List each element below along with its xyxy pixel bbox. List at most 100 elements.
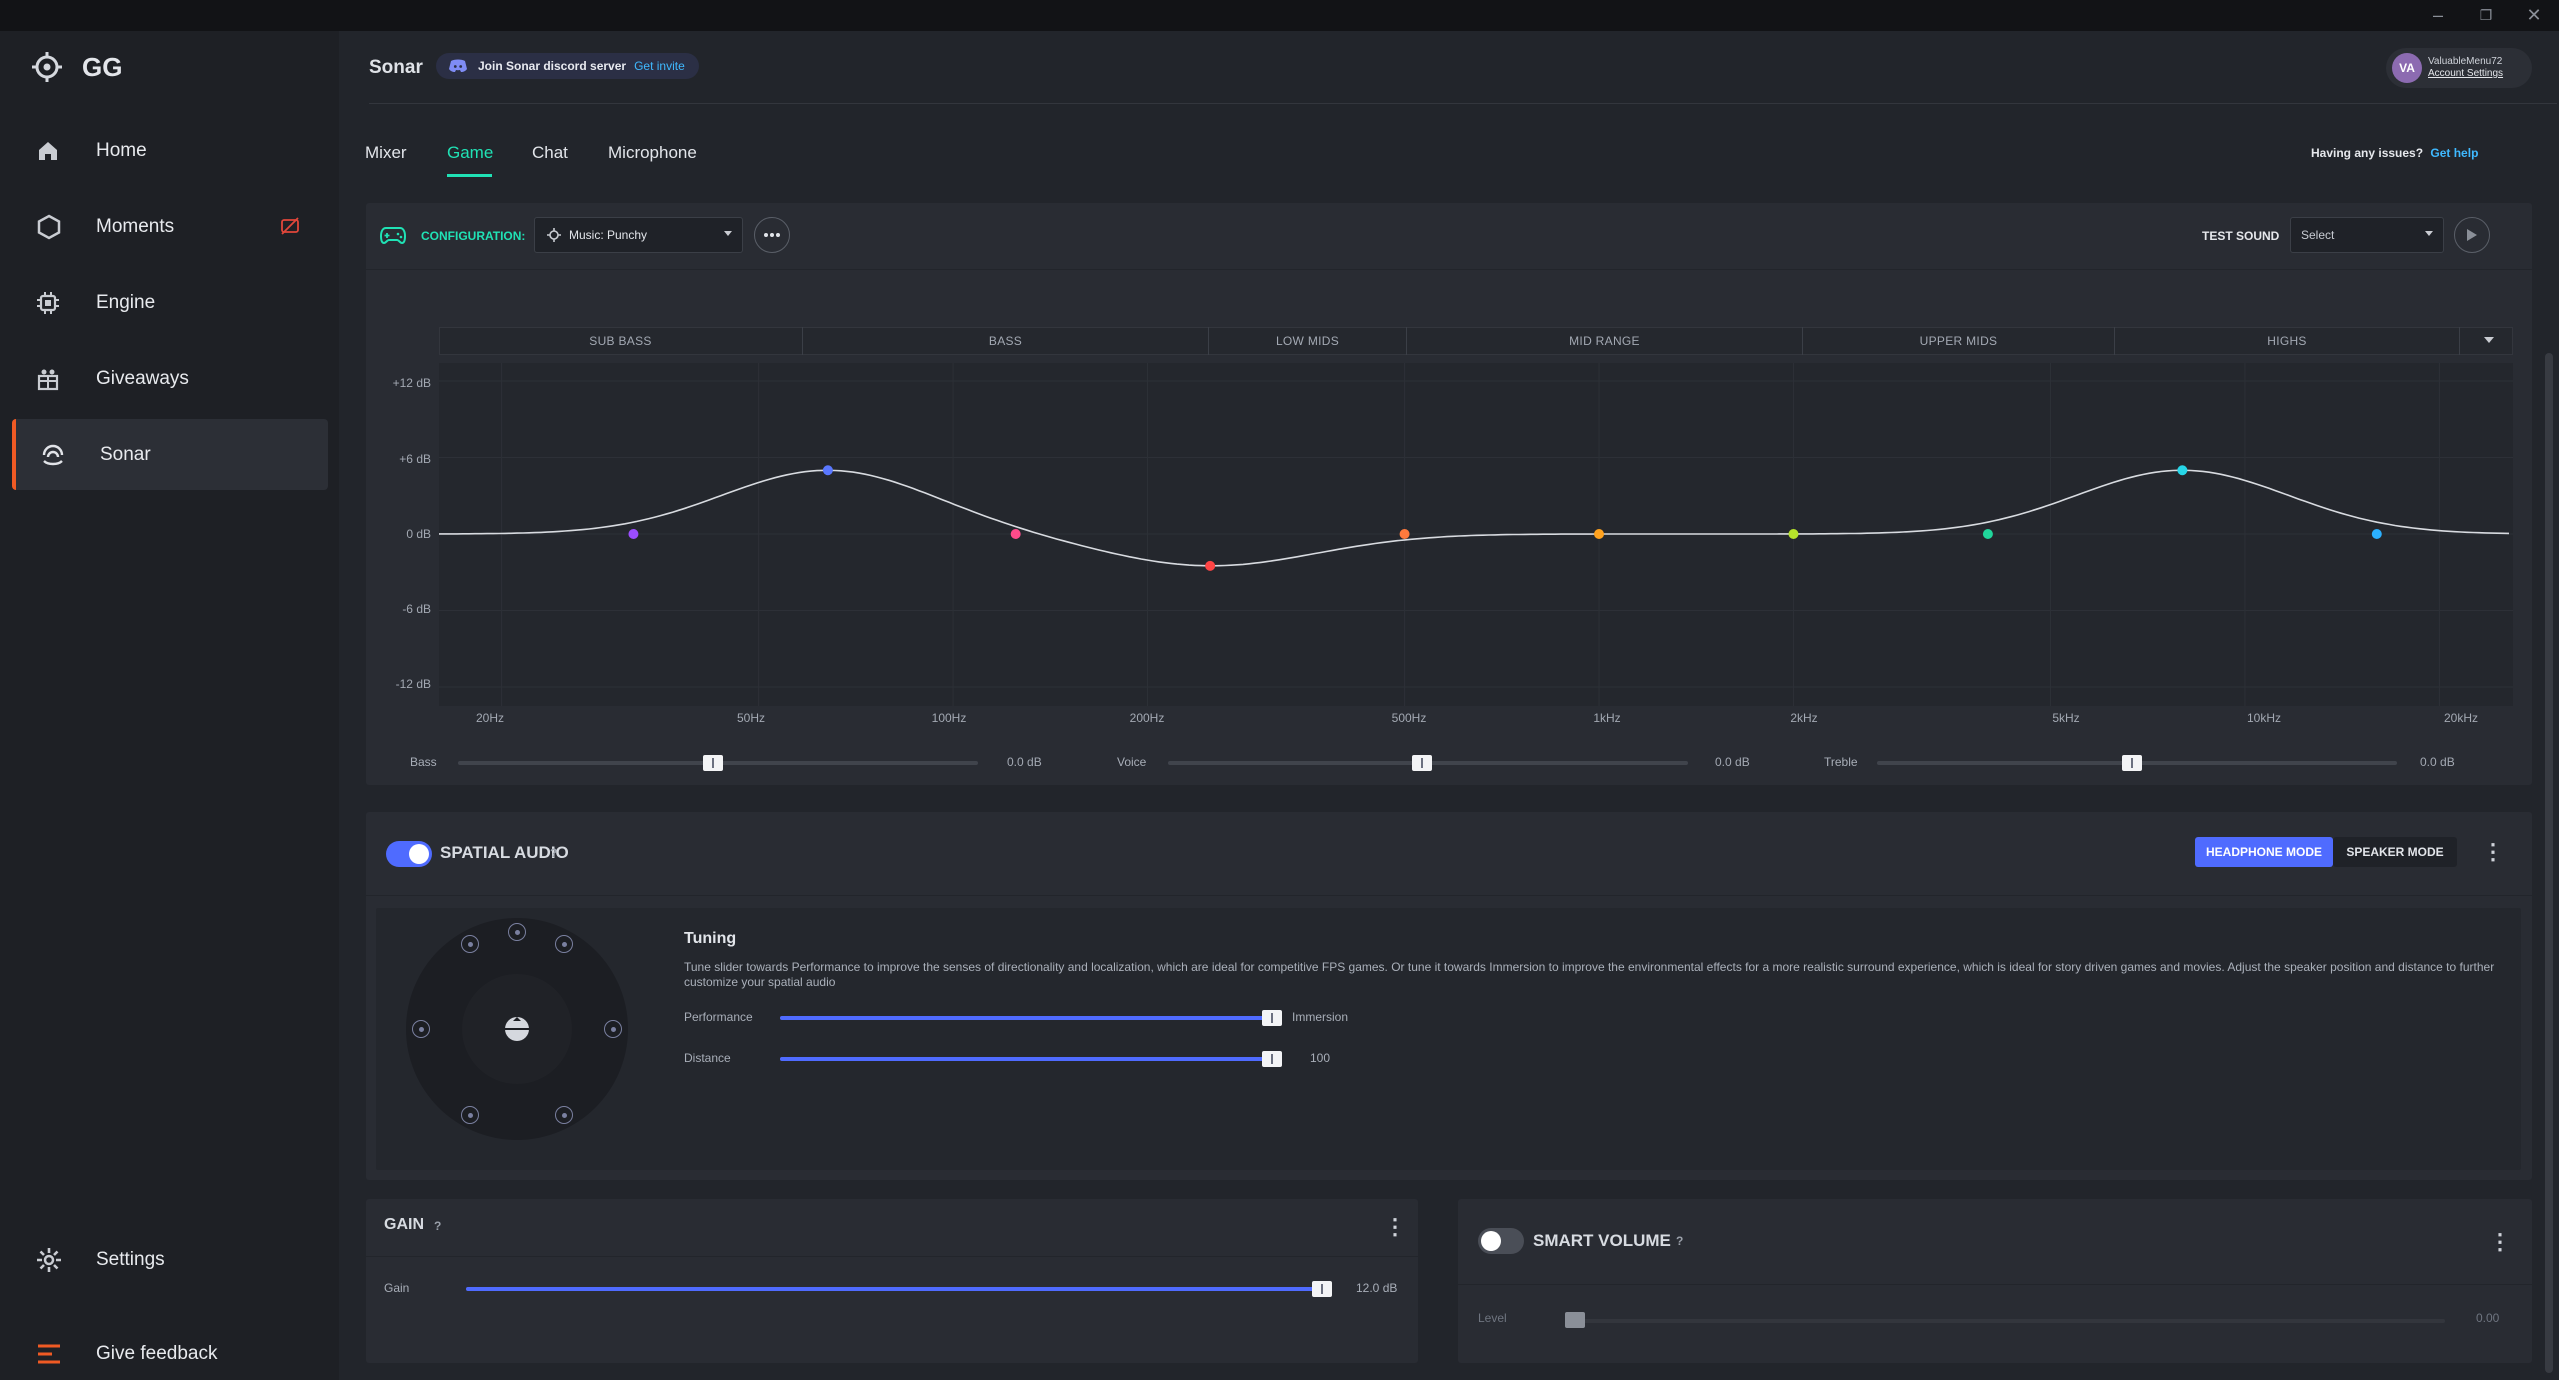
distance-value: 100 xyxy=(1310,1051,1331,1065)
speaker-front-left[interactable] xyxy=(461,935,479,953)
band-collapse-icon[interactable] xyxy=(2484,337,2494,343)
scrollbar-thumb[interactable] xyxy=(2545,353,2553,1373)
treble-slider-thumb[interactable] xyxy=(2122,755,2142,771)
gain-help-icon[interactable]: ? xyxy=(434,1219,442,1233)
smart-volume-menu-button[interactable]: ⋮ xyxy=(2489,1229,2511,1254)
eq-band-handle[interactable] xyxy=(1205,560,1216,571)
discord-banner[interactable]: Join Sonar discord server Get invite xyxy=(436,53,699,79)
give-feedback-button[interactable]: Give feedback xyxy=(12,1318,328,1380)
level-slider-thumb[interactable] xyxy=(1565,1312,1585,1328)
restore-button[interactable]: ❐ xyxy=(2479,7,2493,23)
band-low-mids[interactable]: LOW MIDS xyxy=(1209,327,1407,355)
speaker-rear-left[interactable] xyxy=(461,1106,479,1124)
band-bass[interactable]: BASS xyxy=(803,327,1209,355)
immersion-label: Immersion xyxy=(1292,1010,1349,1024)
chevron-down-icon xyxy=(2425,231,2433,236)
bass-slider-thumb[interactable] xyxy=(703,755,723,771)
home-icon xyxy=(39,141,57,160)
sidebar-item-engine[interactable]: Engine xyxy=(12,267,328,338)
sidebar-item-home[interactable]: Home xyxy=(12,115,328,186)
gain-value: 12.0 dB xyxy=(1356,1281,1398,1295)
speaker-front-right[interactable] xyxy=(555,935,573,953)
discord-invite-link[interactable]: Get invite xyxy=(634,59,685,73)
eq-band-handle[interactable] xyxy=(2371,529,2382,539)
eq-band-handle[interactable] xyxy=(1982,529,1993,539)
play-test-sound-button[interactable] xyxy=(2454,217,2490,253)
eq-band-handle[interactable] xyxy=(2177,465,2188,476)
discord-icon xyxy=(449,59,467,72)
sidebar-item-moments[interactable]: Moments xyxy=(12,191,328,262)
speaker-rear-right[interactable] xyxy=(555,1106,573,1124)
help-question: Having any issues? xyxy=(2311,146,2424,160)
bass-label: Bass xyxy=(410,755,437,769)
test-sound-select[interactable]: Select xyxy=(2290,217,2444,253)
header-divider xyxy=(369,103,2557,104)
speaker-side-left[interactable] xyxy=(412,1020,430,1038)
band-highs[interactable]: HIGHS xyxy=(2115,327,2460,355)
gain-slider[interactable] xyxy=(466,1287,1322,1291)
freq-label: 5kHz xyxy=(2052,711,2080,725)
speaker-side-right[interactable] xyxy=(604,1020,622,1038)
settings-label: Settings xyxy=(96,1248,165,1270)
gain-divider xyxy=(366,1256,1418,1257)
distance-slider[interactable] xyxy=(780,1057,1270,1061)
smart-volume-panel: SMART VOLUME ? ⋮ Level 0.00 xyxy=(1458,1199,2532,1363)
tuning-description: Tune slider towards Performance to impro… xyxy=(684,960,2495,989)
eq-band-handle[interactable] xyxy=(628,529,639,539)
freq-label: 500Hz xyxy=(1391,711,1427,725)
gain-slider-thumb[interactable] xyxy=(1312,1281,1332,1297)
sidebar-item-giveaways[interactable]: Giveaways xyxy=(12,343,328,414)
close-button[interactable]: ✕ xyxy=(2526,5,2542,25)
voice-label: Voice xyxy=(1117,755,1147,769)
speaker-layout[interactable] xyxy=(406,918,628,1140)
sidebar-item-label: Engine xyxy=(96,291,156,313)
voice-slider-thumb[interactable] xyxy=(1412,755,1432,771)
settings-button[interactable]: Settings xyxy=(12,1224,328,1295)
get-help-link[interactable]: Get help xyxy=(2430,146,2479,160)
gain-menu-button[interactable]: ⋮ xyxy=(1384,1214,1406,1239)
tab-chat[interactable]: Chat xyxy=(532,143,568,162)
tab-game[interactable]: Game xyxy=(447,143,494,162)
speaker-mode-button[interactable]: SPEAKER MODE xyxy=(2333,837,2457,867)
tab-active-indicator xyxy=(447,174,492,177)
performance-slider-thumb[interactable] xyxy=(1262,1010,1282,1026)
brand[interactable]: GG xyxy=(30,50,122,84)
account-chip[interactable]: VA ValuableMenu72 Account Settings xyxy=(2386,48,2532,88)
spatial-audio-toggle[interactable] xyxy=(386,841,432,867)
level-slider[interactable] xyxy=(1565,1319,2445,1323)
tab-microphone[interactable]: Microphone xyxy=(608,143,697,162)
distance-slider-thumb[interactable] xyxy=(1262,1051,1282,1067)
freq-label: 100Hz xyxy=(931,711,967,725)
freq-label: 1kHz xyxy=(1593,711,1621,725)
band-sub-bass[interactable]: SUB BASS xyxy=(439,327,803,355)
sidebar-item-sonar[interactable]: Sonar xyxy=(12,419,328,490)
tab-mixer[interactable]: Mixer xyxy=(365,143,407,162)
eq-band-handle[interactable] xyxy=(1399,529,1410,539)
test-sound-value: Select xyxy=(2301,228,2335,242)
speaker-front-center[interactable] xyxy=(508,923,526,941)
account-settings-link[interactable]: Account Settings xyxy=(2428,68,2504,79)
more-options-button[interactable] xyxy=(754,217,790,253)
headphone-mode-button[interactable]: HEADPHONE MODE xyxy=(2195,837,2333,867)
minimize-button[interactable]: – xyxy=(2432,5,2443,25)
sonar-icon xyxy=(42,444,64,465)
preset-icon xyxy=(547,228,561,242)
voice-value: 0.0 dB xyxy=(1715,755,1750,769)
engine-icon xyxy=(37,291,59,314)
band-mid-range[interactable]: MID RANGE xyxy=(1407,327,1803,355)
spatial-menu-button[interactable]: ⋮ xyxy=(2482,839,2504,864)
smart-volume-help-icon[interactable]: ? xyxy=(1676,1234,1684,1248)
eq-graph[interactable] xyxy=(439,363,2513,706)
configuration-select[interactable]: Music: Punchy xyxy=(534,217,743,253)
eq-band-handle[interactable] xyxy=(1594,529,1605,539)
eq-band-handle[interactable] xyxy=(822,465,833,476)
tuning-title: Tuning xyxy=(684,930,737,947)
eq-band-handle[interactable] xyxy=(1788,529,1799,539)
eq-band-handle[interactable] xyxy=(1010,529,1021,539)
performance-slider[interactable] xyxy=(780,1016,1270,1020)
smart-volume-toggle[interactable] xyxy=(1478,1228,1524,1254)
moments-icon xyxy=(37,214,61,239)
spatial-audio-help-icon[interactable]: ? xyxy=(550,846,558,860)
band-upper-mids[interactable]: UPPER MIDS xyxy=(1803,327,2115,355)
freq-label: 20Hz xyxy=(475,711,504,725)
